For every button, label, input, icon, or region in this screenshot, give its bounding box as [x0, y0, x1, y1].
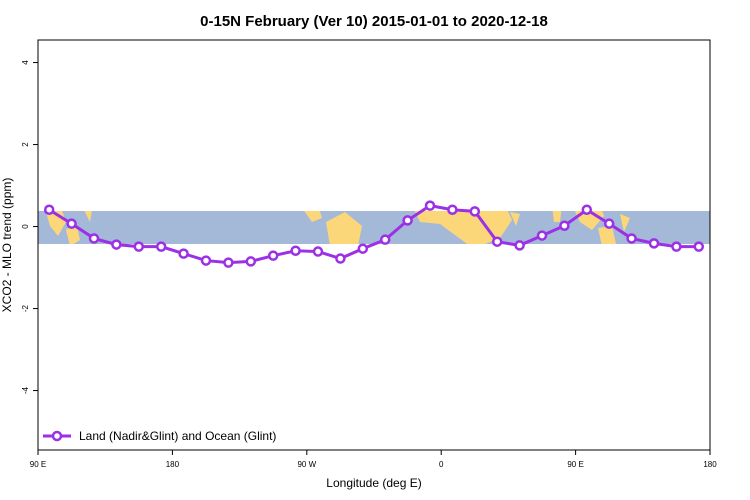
- y-tick-label: -4: [21, 386, 30, 394]
- point: [133, 241, 145, 252]
- point: [357, 243, 369, 254]
- point: [447, 204, 458, 215]
- x-tick-label: 0: [439, 460, 444, 469]
- point: [424, 200, 436, 211]
- point: [491, 236, 503, 247]
- point: [559, 220, 570, 231]
- point: [267, 250, 279, 261]
- x-tick-label: 90 E: [30, 460, 46, 469]
- plot-frame: [37, 39, 711, 451]
- point: [693, 241, 705, 252]
- point: [200, 255, 212, 266]
- point: [245, 256, 257, 267]
- x-tick-label: 90 W: [297, 460, 316, 469]
- y-tick-label: 2: [21, 142, 30, 147]
- y-axis-label: XCO2 - MLO trend (ppm): [0, 178, 14, 313]
- point: [111, 239, 122, 250]
- point: [43, 204, 55, 215]
- point: [581, 204, 593, 215]
- point: [223, 257, 234, 268]
- point: [66, 218, 77, 229]
- point: [402, 215, 413, 226]
- y-tick-label: 0: [21, 224, 30, 229]
- point: [88, 233, 100, 244]
- point: [155, 241, 167, 252]
- point: [671, 241, 682, 252]
- x-tick-label: 90 E: [567, 460, 583, 469]
- x-tick-label: 180: [166, 460, 180, 469]
- legend-label: Land (Nadir&Glint) and Ocean (Glint): [79, 429, 276, 443]
- point: [648, 238, 660, 249]
- point: [603, 218, 615, 229]
- chart-title: 0-15N February (Ver 10) 2015-01-01 to 20…: [200, 13, 548, 30]
- x-axis-label: Longitude (deg E): [326, 476, 421, 490]
- point: [178, 248, 189, 259]
- y-tick-label: -2: [21, 304, 30, 312]
- point: [536, 230, 548, 241]
- point: [514, 240, 525, 251]
- point: [312, 246, 324, 257]
- point: [290, 245, 301, 256]
- point: [379, 234, 391, 245]
- legend-marker: [51, 430, 63, 442]
- point: [335, 253, 346, 264]
- x-tick-label: 180: [703, 460, 717, 469]
- y-tick-label: 4: [21, 60, 30, 65]
- point: [626, 233, 637, 244]
- point: [469, 206, 481, 217]
